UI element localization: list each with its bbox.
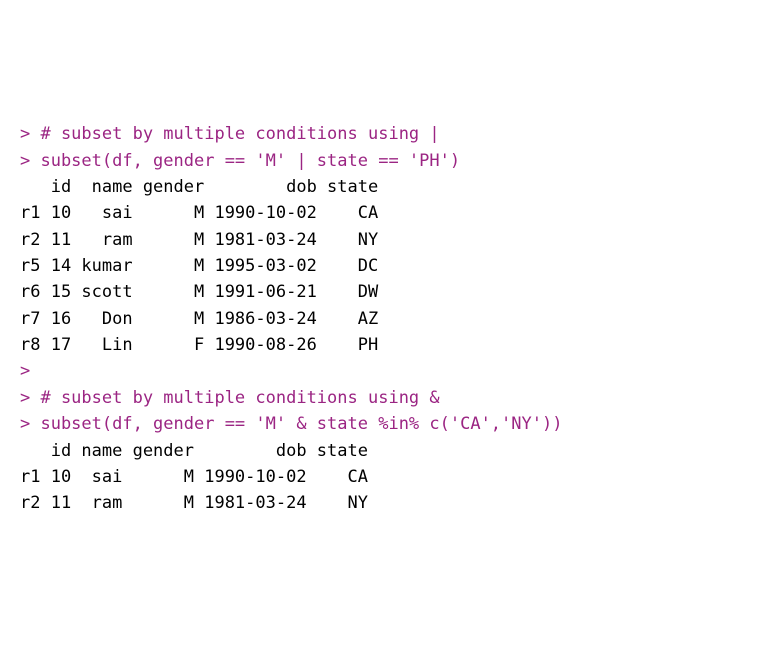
table-row: r2 11 ram M 1981-03-24 NY xyxy=(20,227,760,253)
command-line: > subset(df, gender == 'M' | state == 'P… xyxy=(20,148,760,174)
table-row: r6 15 scott M 1991-06-21 DW xyxy=(20,279,760,305)
empty-prompt: > xyxy=(20,358,760,384)
table-row: r2 11 ram M 1981-03-24 NY xyxy=(20,490,760,516)
table-row: r1 10 sai M 1990-10-02 CA xyxy=(20,464,760,490)
table-row: r8 17 Lin F 1990-08-26 PH xyxy=(20,332,760,358)
table-row: r5 14 kumar M 1995-03-02 DC xyxy=(20,253,760,279)
table-header: id name gender dob state xyxy=(20,174,760,200)
command-line: > subset(df, gender == 'M' & state %in% … xyxy=(20,411,760,437)
comment-line: > # subset by multiple conditions using … xyxy=(20,385,760,411)
r-console-output: > # subset by multiple conditions using … xyxy=(20,121,760,516)
table-row: r1 10 sai M 1990-10-02 CA xyxy=(20,200,760,226)
comment-line: > # subset by multiple conditions using … xyxy=(20,121,760,147)
table-row: r7 16 Don M 1986-03-24 AZ xyxy=(20,306,760,332)
table-header: id name gender dob state xyxy=(20,438,760,464)
